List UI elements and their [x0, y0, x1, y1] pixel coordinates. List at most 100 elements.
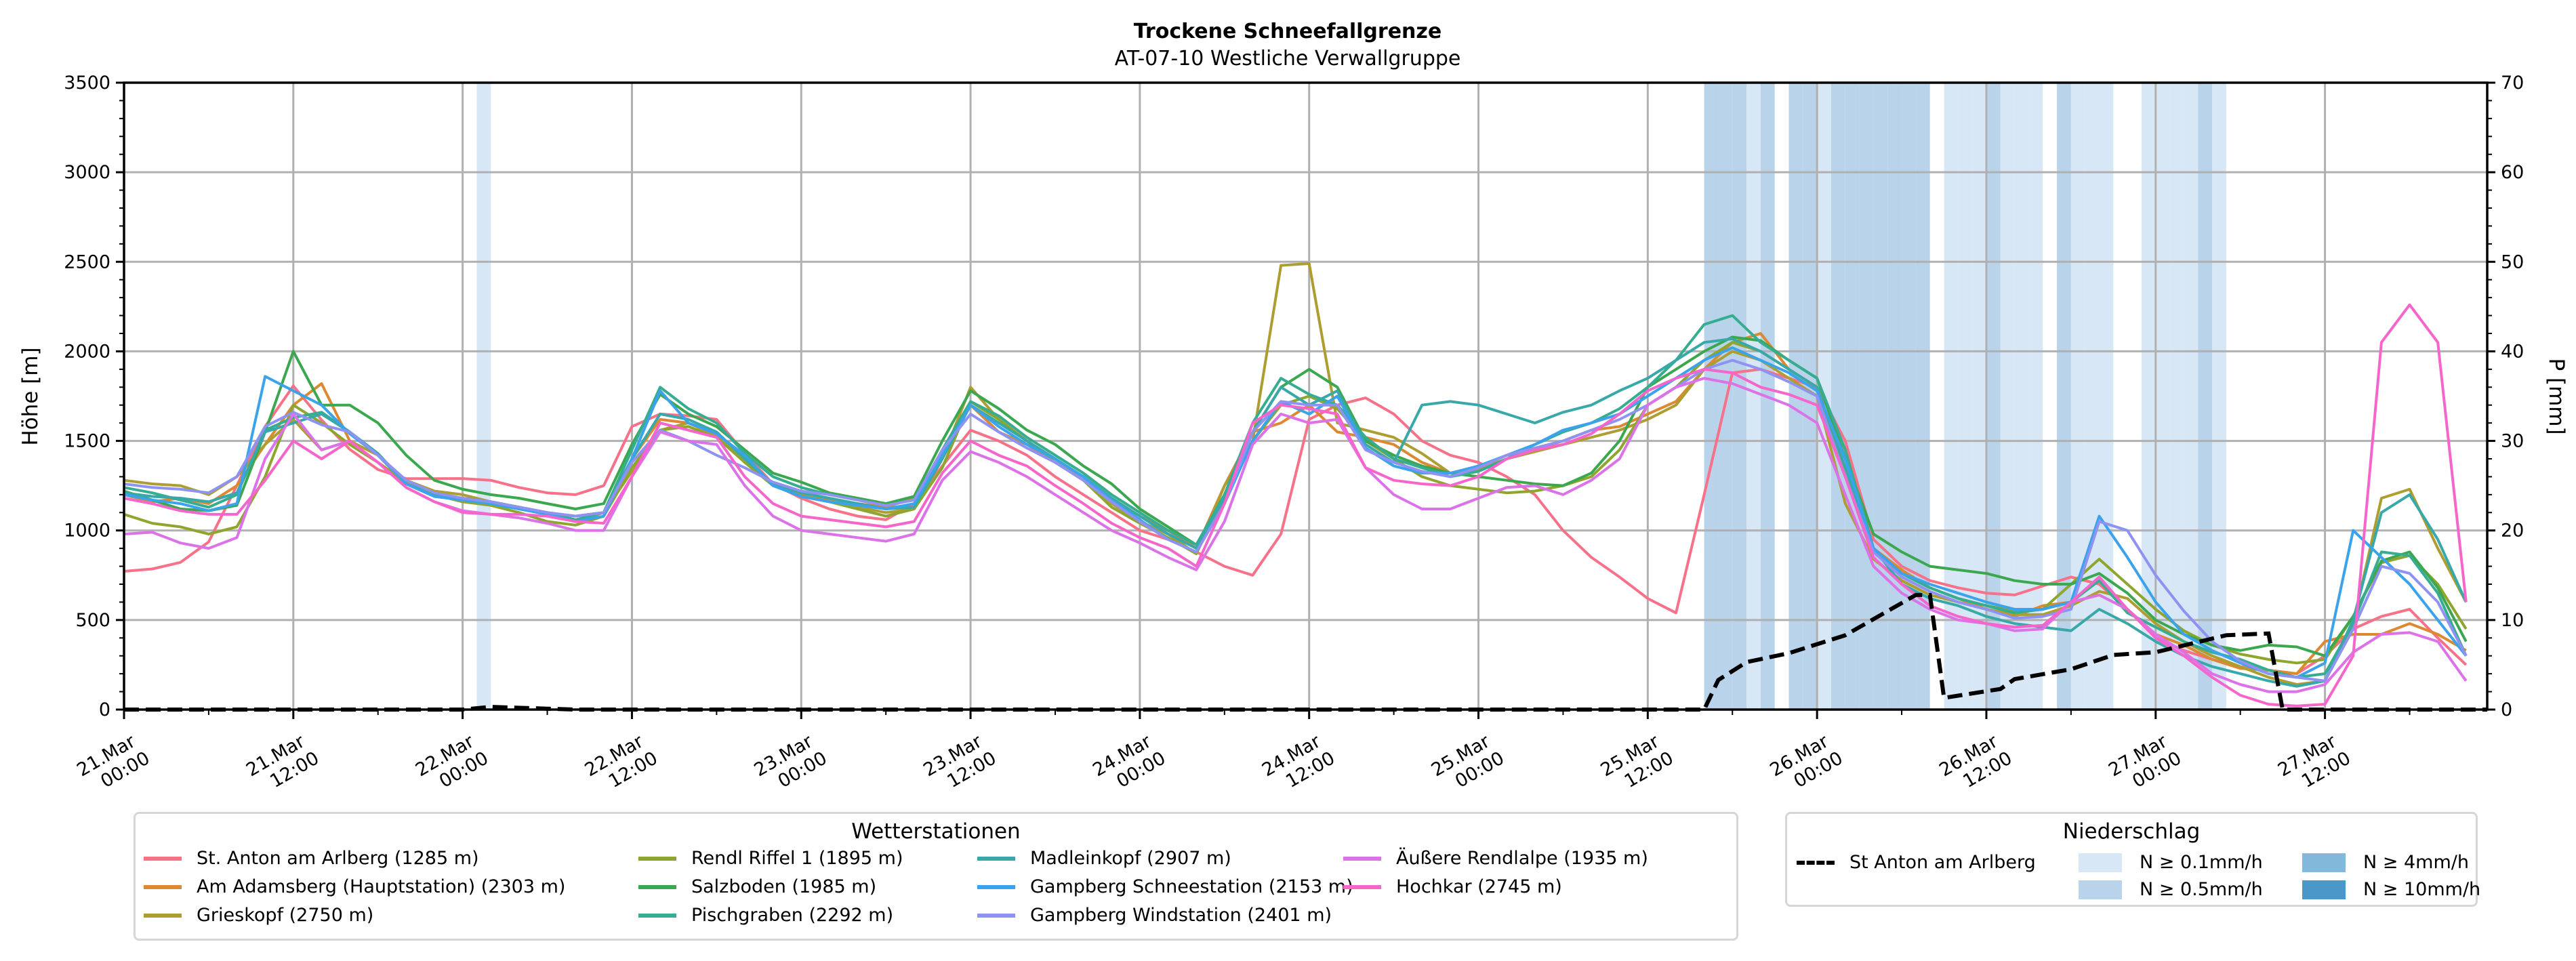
y2-tick-label: 20 [2501, 520, 2524, 541]
color-swatch [2079, 853, 2122, 872]
line-swatch [144, 913, 182, 918]
legend-label: Gampberg Schneestation (2153 m) [1030, 876, 1353, 897]
plot-frame [123, 81, 2489, 711]
legend-item-precip-level: N ≥ 4mm/h [2302, 852, 2469, 873]
y-tick-label: 2500 [64, 251, 110, 272]
legend-label: Madleinkopf (2907 m) [1030, 848, 1231, 869]
legend-item-station: Salzboden (1985 m) [638, 876, 876, 897]
y-tick-label: 3000 [64, 162, 110, 183]
color-swatch [2302, 853, 2346, 872]
precip-band [1845, 83, 1860, 710]
legend-item-precip-line: St Anton am Arlberg [1797, 852, 2036, 873]
line-swatch [977, 913, 1015, 918]
series-line [123, 335, 2468, 657]
legend-label: Salzboden (1985 m) [691, 876, 877, 897]
legend-item-station: St. Anton am Arlberg (1285 m) [144, 848, 479, 869]
precip-band [476, 83, 491, 710]
y2-tick-label: 40 [2501, 341, 2524, 362]
series-line [123, 359, 2468, 682]
y-tick-label: 3500 [64, 73, 110, 94]
legend-precip-title: Niederschlag [2062, 819, 2201, 844]
legend-label: N ≥ 4mm/h [2363, 852, 2469, 873]
legend-item-station: Grieskopf (2750 m) [144, 905, 373, 926]
precip-band [2014, 83, 2029, 710]
y2-tick-label: 10 [2501, 610, 2524, 631]
line-swatch [144, 884, 182, 889]
precip-bands [476, 83, 2226, 710]
legend-stations: Wetterstationen St. Anton am Arlberg (12… [134, 812, 1738, 941]
legend-label: Grieskopf (2750 m) [197, 905, 374, 926]
precip-band [1915, 83, 1930, 710]
y-tick-label: 1000 [64, 520, 110, 541]
legend-label: St Anton am Arlberg [1849, 852, 2036, 873]
precip-band [2198, 83, 2213, 710]
legend-label: St. Anton am Arlberg (1285 m) [197, 848, 479, 869]
precip-band [2169, 83, 2184, 710]
precip-band [1902, 83, 1916, 710]
precip-band [1732, 83, 1747, 710]
legend-item-station: Äußere Rendlalpe (1935 m) [1343, 848, 1648, 869]
y-tick-label: 2000 [64, 341, 110, 362]
precip-band [1803, 83, 1818, 710]
color-swatch [2302, 880, 2346, 899]
grid [124, 83, 2487, 710]
precip-band [1944, 83, 1959, 710]
y2-tick-label: 60 [2501, 162, 2524, 183]
legend-label: Pischgraben (2292 m) [691, 905, 894, 926]
legend-label: Hochkar (2745 m) [1396, 876, 1562, 897]
legend-label: N ≥ 0.5mm/h [2140, 879, 2263, 900]
precip-band [1704, 83, 1719, 710]
precip-band [1986, 83, 2001, 710]
precip-band [2099, 83, 2114, 710]
precip-band [1859, 83, 1874, 710]
y2-tick-label: 70 [2501, 73, 2524, 94]
y2-tick-label: 30 [2501, 431, 2524, 452]
y-axis-label: Höhe [m] [18, 347, 43, 445]
legend-label: Gampberg Windstation (2401 m) [1030, 905, 1332, 926]
legend-item-station: Am Adamsberg (Hauptstation) (2303 m) [144, 876, 565, 897]
legend-item-station: Pischgraben (2292 m) [638, 905, 893, 926]
line-swatch [977, 856, 1015, 861]
legend-item-precip-level: N ≥ 0.1mm/h [2079, 852, 2263, 873]
precip-band [2057, 83, 2071, 710]
y-tick-label: 1500 [64, 431, 110, 452]
y2-axis-label: P [mm] [2544, 358, 2569, 434]
precip-band [2212, 83, 2226, 710]
series-line [123, 341, 2468, 665]
legend-item-precip-level: N ≥ 10mm/h [2302, 879, 2480, 900]
legend-item-station: Hochkar (2745 m) [1343, 876, 1562, 897]
series-line [123, 377, 2468, 693]
line-swatch [638, 884, 676, 889]
series-lines [123, 262, 2468, 708]
line-swatch [638, 856, 676, 861]
chart-title: Trockene Schneefallgrenze [1134, 20, 1442, 43]
series-line [123, 314, 2468, 679]
legend-label: N ≥ 10mm/h [2363, 879, 2481, 900]
legend-stations-title: Wetterstationen [851, 819, 1021, 844]
y2-tick-label: 50 [2501, 251, 2524, 272]
precip-band [1718, 83, 1733, 710]
legend-label: Rendl Riffel 1 (1895 m) [691, 848, 903, 869]
line-swatch [1343, 884, 1381, 889]
legend-item-station: Gampberg Schneestation (2153 m) [977, 876, 1353, 897]
line-swatch [144, 856, 182, 861]
precip-band [1958, 83, 1973, 710]
precip-band [1746, 83, 1761, 710]
dashed-line-swatch [1797, 860, 1835, 865]
chart-subtitle: AT-07-10 Westliche Verwallgruppe [1115, 47, 1461, 70]
legend-label: N ≥ 0.1mm/h [2140, 852, 2263, 873]
line-swatch [1343, 856, 1381, 861]
y2-tick-label: 0 [2501, 699, 2512, 720]
